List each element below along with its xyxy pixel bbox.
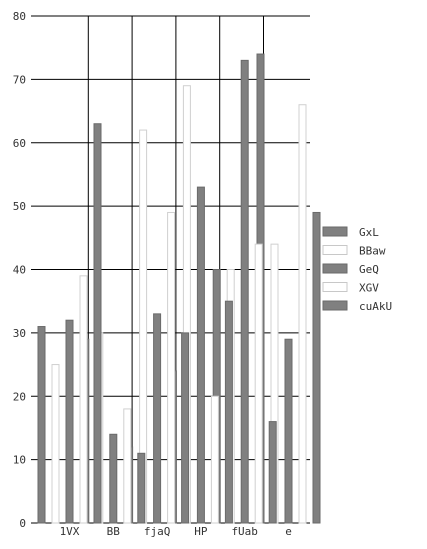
bar-GeQ-e: [285, 339, 292, 523]
bar-cuAkU-HP: [225, 301, 232, 523]
legend-swatch-XGV: [323, 283, 347, 292]
y-tick-label: 70: [13, 73, 26, 86]
legend: GxL BBaw GeQ XGV cuAkU: [323, 226, 392, 313]
legend-label-GxL: GxL: [359, 226, 379, 239]
y-tick-label: 50: [13, 200, 26, 213]
legend-label-GeQ: GeQ: [359, 263, 379, 276]
y-tick-label: 30: [13, 327, 26, 340]
bar-GeQ-fjaQ: [154, 314, 161, 523]
y-tick-label: 20: [13, 390, 26, 403]
legend-swatch-BBaw: [323, 246, 347, 255]
bar-cuAkU-BB: [138, 453, 145, 523]
x-tick-label: fUab: [231, 525, 258, 538]
bar-XGV-HP: [211, 396, 218, 523]
y-tick-label: 60: [13, 137, 26, 150]
y-tick-label: 0: [19, 517, 26, 530]
x-tick-label: e: [285, 525, 292, 538]
bar-GeQ-HP: [197, 187, 204, 523]
bar-XGV-1VX: [80, 276, 87, 523]
bar-cuAkU-fUab: [269, 422, 276, 523]
legend-label-XGV: XGV: [359, 282, 379, 295]
bar-GeQ-BB: [110, 434, 117, 523]
legend-swatch-cuAkU: [323, 301, 347, 310]
x-tick-label: HP: [194, 525, 208, 538]
legend-swatch-GeQ: [323, 264, 347, 273]
bar-cuAkU-1VX: [94, 124, 101, 523]
x-tick-label: BB: [107, 525, 121, 538]
legend-swatch-GxL: [323, 227, 347, 236]
bars: [38, 54, 320, 523]
x-tick-label: 1VX: [60, 525, 80, 538]
bar-cuAkU-e: [313, 212, 320, 523]
bar-BBaw-1VX: [52, 365, 59, 523]
bar-GeQ-1VX: [66, 320, 73, 523]
y-tick-label: 40: [13, 264, 26, 277]
bar-XGV-fjaQ: [168, 212, 175, 523]
legend-label-BBaw: BBaw: [359, 245, 386, 258]
y-tick-label: 10: [13, 454, 26, 467]
bar-XGV-BB: [124, 409, 131, 523]
bar-GeQ-fUab: [241, 60, 248, 523]
legend-label-cuAkU: cuAkU: [359, 300, 392, 313]
y-tick-label: 80: [13, 10, 26, 23]
bar-XGV-fUab: [255, 244, 262, 523]
bar-XGV-e: [299, 105, 306, 523]
bar-cuAkU-fjaQ: [182, 333, 189, 523]
bar-GxL-1VX: [38, 327, 45, 523]
x-tick-label: fjaQ: [144, 525, 171, 538]
